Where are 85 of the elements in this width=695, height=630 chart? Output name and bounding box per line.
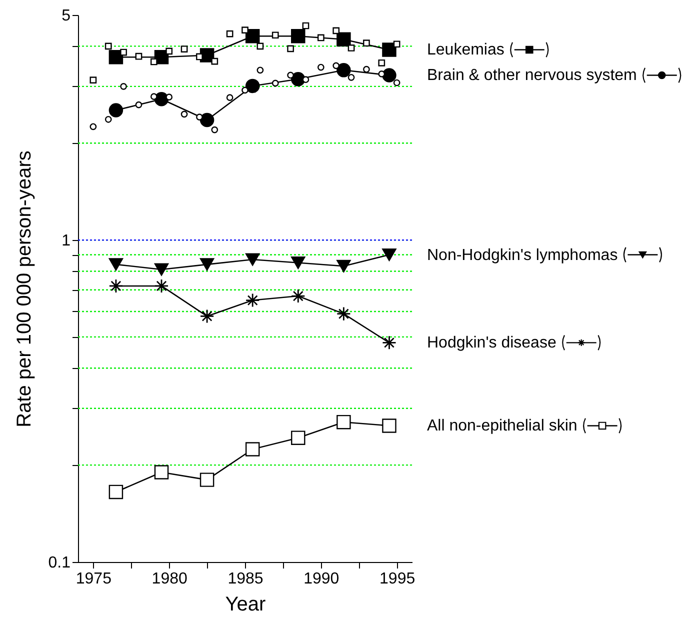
point <box>150 93 158 100</box>
point <box>382 335 396 350</box>
point <box>290 288 306 304</box>
point <box>393 79 400 86</box>
point <box>211 126 218 134</box>
point <box>108 484 124 500</box>
point <box>242 26 248 34</box>
point <box>256 66 264 74</box>
point <box>108 278 124 294</box>
point <box>382 248 396 262</box>
point <box>245 293 260 308</box>
point <box>291 28 306 44</box>
point <box>348 44 355 52</box>
point <box>226 94 234 101</box>
point <box>336 63 351 78</box>
legend-label: Leukemias <box>427 42 504 59</box>
point <box>150 58 158 66</box>
point <box>332 62 340 70</box>
legend-label: Hodgkin's disease <box>427 334 556 352</box>
point <box>200 112 214 128</box>
point <box>90 123 97 130</box>
point <box>166 94 173 100</box>
point <box>154 465 169 480</box>
legend-label: All non-epithelial skin <box>427 418 578 435</box>
point <box>336 260 351 272</box>
x-tick-label: 1985 <box>228 570 264 588</box>
point <box>245 78 260 94</box>
point <box>196 53 203 60</box>
point <box>336 414 351 430</box>
y-tick-label: 0.1 <box>48 554 71 572</box>
point <box>302 22 310 30</box>
point <box>245 442 260 456</box>
point <box>226 30 234 38</box>
point <box>120 83 127 90</box>
point <box>317 64 324 71</box>
point <box>287 72 294 79</box>
point <box>332 27 340 34</box>
point <box>135 101 142 108</box>
point <box>382 68 396 82</box>
point <box>211 58 218 65</box>
point <box>166 48 173 55</box>
point <box>336 306 351 322</box>
y-tick-label: 1 <box>62 232 71 250</box>
point <box>104 42 112 50</box>
point <box>135 52 142 60</box>
y-tick-label: 5 <box>62 8 71 24</box>
point <box>196 114 203 120</box>
point <box>272 80 279 87</box>
point <box>200 472 214 487</box>
x-tick-label: 1980 <box>152 570 188 588</box>
point <box>287 45 294 52</box>
point <box>104 116 112 123</box>
point <box>348 74 355 81</box>
point <box>256 42 264 50</box>
point <box>291 256 306 270</box>
point <box>120 48 127 56</box>
point <box>272 32 279 39</box>
point <box>154 263 169 276</box>
point <box>245 28 260 44</box>
x-tick-label: 1975 <box>76 570 112 588</box>
point <box>363 40 370 47</box>
x-tick-label: 1995 <box>380 570 416 588</box>
legend-label: Brain & other nervous system <box>427 67 637 84</box>
x-axis-title: Year <box>225 594 266 616</box>
point <box>200 258 214 271</box>
point <box>200 308 214 324</box>
point <box>393 40 400 48</box>
point <box>317 34 324 42</box>
point <box>242 86 248 94</box>
point <box>291 430 306 445</box>
point <box>154 278 169 294</box>
point <box>378 59 386 66</box>
point <box>336 32 351 46</box>
point <box>363 66 370 73</box>
point <box>108 258 124 271</box>
legend-label: Non-Hodgkin's lymphomas <box>427 246 618 264</box>
point <box>90 76 97 84</box>
point <box>108 103 124 118</box>
point <box>180 46 188 52</box>
point <box>180 110 188 118</box>
x-tick-label: 1990 <box>304 570 340 588</box>
point <box>382 418 396 433</box>
point <box>245 253 260 266</box>
point <box>382 42 396 57</box>
y-axis-title: Rate per 100 000 person-years <box>13 150 36 428</box>
